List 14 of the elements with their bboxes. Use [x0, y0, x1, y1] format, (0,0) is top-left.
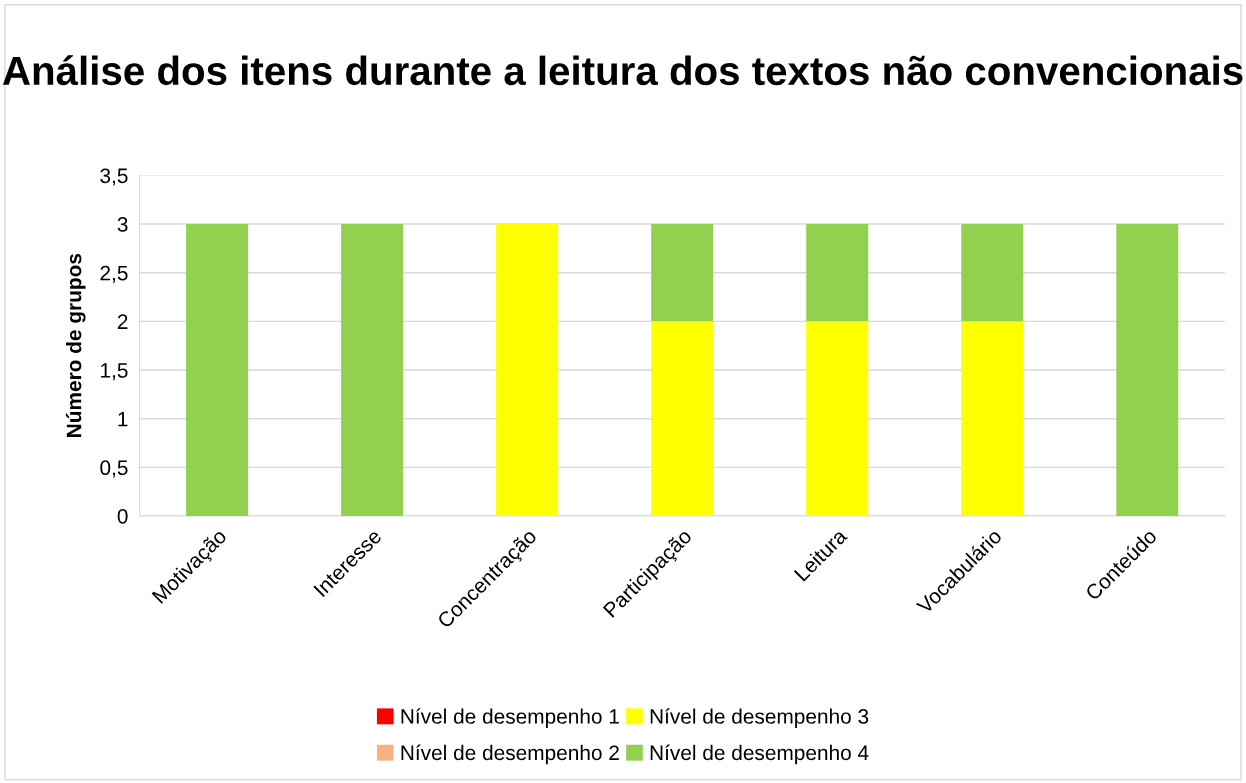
- y-tick-label: 1: [118, 411, 128, 427]
- y-tick-label: 2: [117, 314, 128, 329]
- y-tick-label: 2,5: [100, 265, 128, 283]
- y-tick-label: 0,5: [100, 460, 128, 478]
- legend-label: Nível de desempenho 2: [401, 744, 619, 765]
- chart-title: Análise dos itens durante a leitura dos textos não convencionais: [2, 55, 1243, 86]
- y-tick-label: 3: [117, 217, 128, 232]
- y-axis-title: Número de grupos: [65, 253, 86, 437]
- legend-label: Nível de desempenho 3: [650, 708, 869, 728]
- y-tick-label: 3,5: [100, 168, 128, 186]
- legend-label: Nível de desempenho 1: [401, 708, 619, 728]
- y-tick-label: 0: [117, 509, 128, 524]
- legend-label: Nível de desempenho 4: [650, 744, 869, 765]
- y-tick-label: 1,5: [101, 363, 128, 381]
